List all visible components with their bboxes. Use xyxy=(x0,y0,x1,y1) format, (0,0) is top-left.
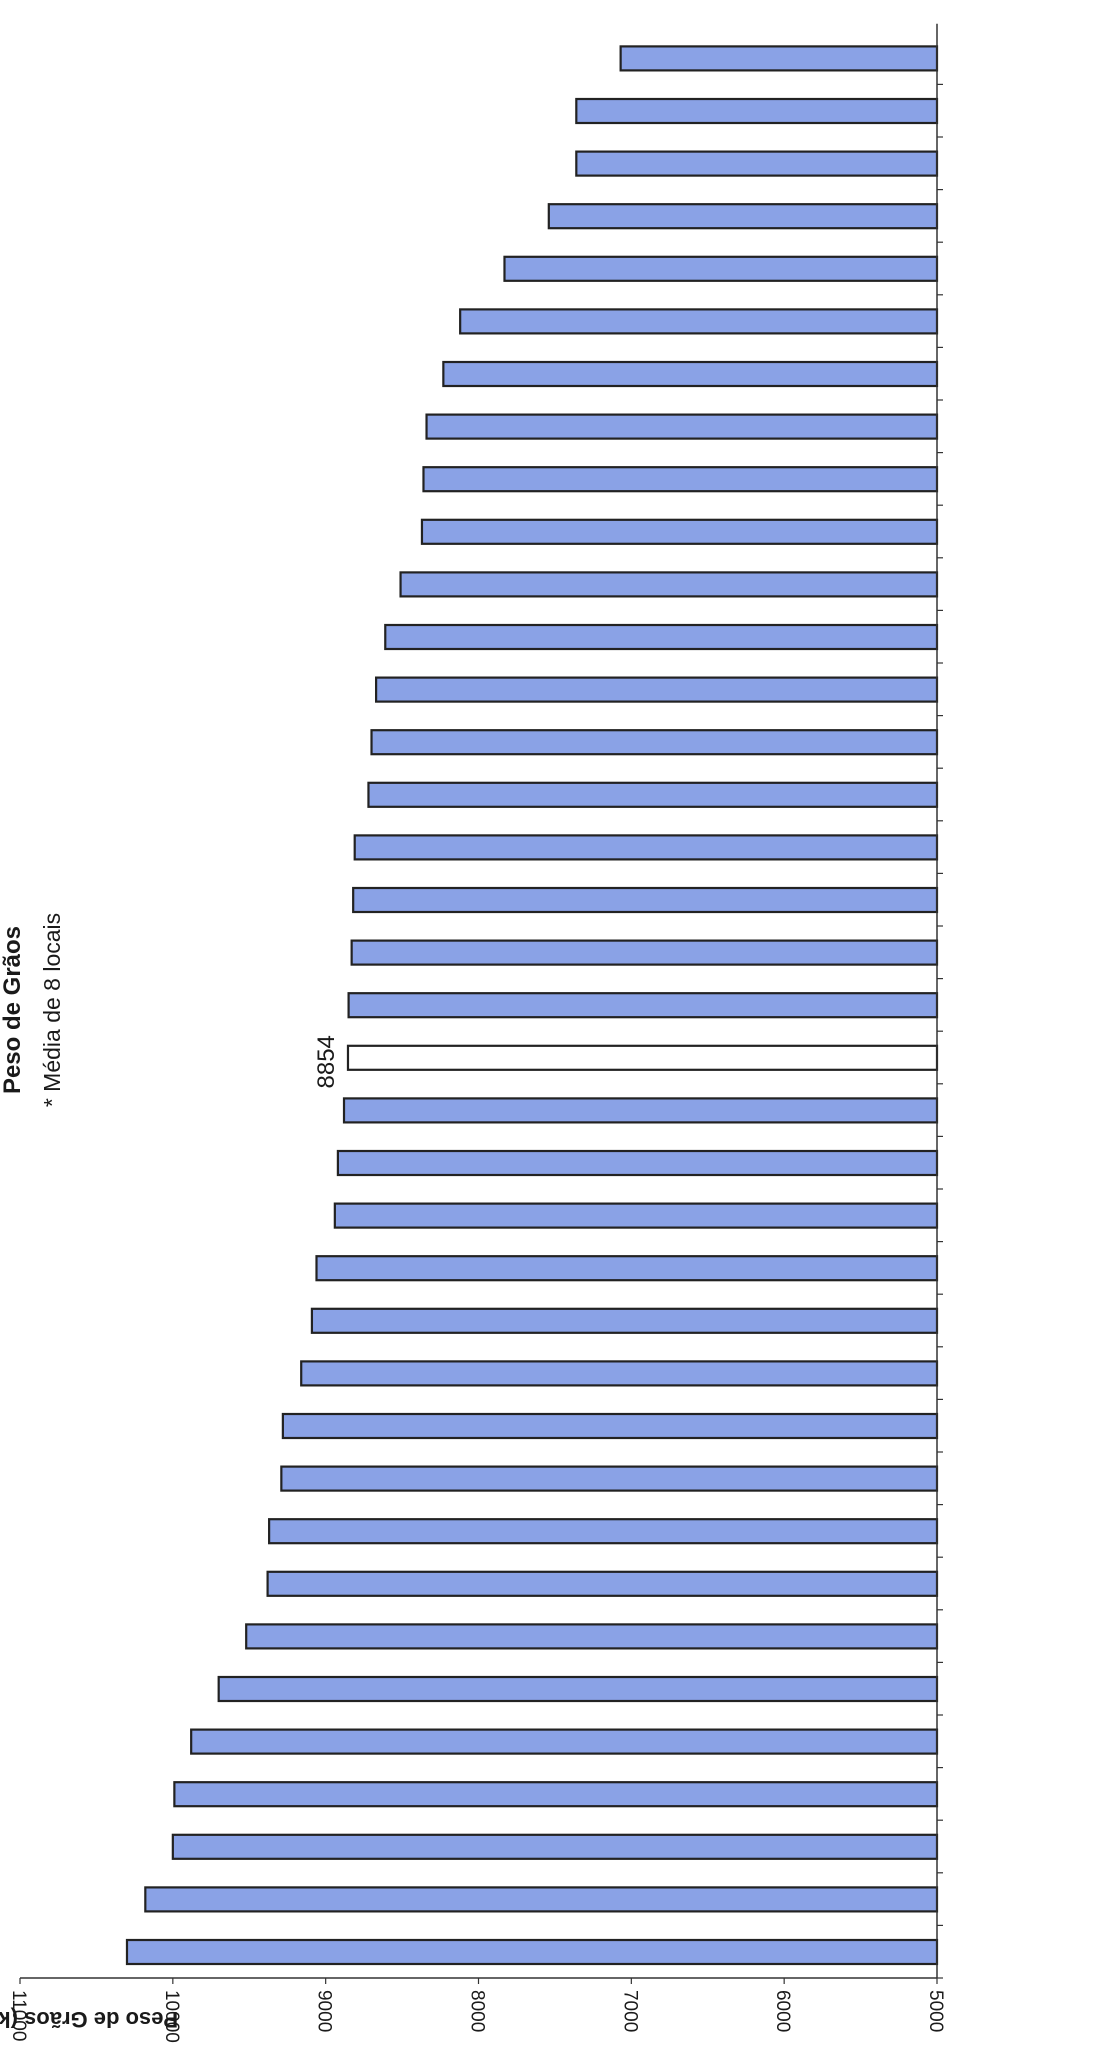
average-data-label: 8854 xyxy=(313,1035,340,1088)
bar xyxy=(370,729,939,756)
value-tick-label: 8000 xyxy=(467,1990,488,2032)
bar xyxy=(422,466,939,493)
tick-labels: 5000 6000 7000 8000 9000 10000 11000 xyxy=(8,1990,946,2043)
bar xyxy=(399,571,939,598)
bar xyxy=(350,939,939,966)
bar xyxy=(281,1412,939,1440)
bar xyxy=(310,1307,939,1334)
bar xyxy=(420,518,939,545)
value-tick-label: 7000 xyxy=(619,1990,640,2032)
bar xyxy=(367,781,939,808)
bar xyxy=(384,623,939,651)
value-tick-label: 5000 xyxy=(925,1990,946,2032)
bar xyxy=(173,1781,939,1808)
axes xyxy=(19,23,943,1984)
bar xyxy=(503,255,939,282)
bar xyxy=(217,1675,939,1703)
value-tick-label: 10000 xyxy=(161,1990,182,2043)
bar xyxy=(342,1097,939,1124)
bar xyxy=(375,676,939,703)
bar xyxy=(280,1465,939,1492)
bar xyxy=(268,1518,939,1545)
bar xyxy=(347,992,939,1019)
bar xyxy=(575,150,939,177)
bar xyxy=(144,1886,939,1913)
bar xyxy=(315,1255,939,1282)
bar xyxy=(336,1149,939,1177)
chart-subtitle: * Média de 8 locais xyxy=(39,913,65,1107)
bar xyxy=(245,1623,939,1650)
bar xyxy=(125,1938,939,1966)
bar xyxy=(300,1360,939,1387)
bar xyxy=(442,360,939,388)
bar xyxy=(353,834,939,861)
value-tick-label: 9000 xyxy=(314,1990,335,2032)
bar xyxy=(547,203,939,230)
bar xyxy=(459,308,939,335)
value-tick-label: 11000 xyxy=(8,1990,29,2041)
chart-canvas: Peso de Grãos * Média de 8 locais Peso d… xyxy=(0,23,946,2043)
bar-average xyxy=(346,1044,939,1071)
bar xyxy=(352,886,939,914)
bar xyxy=(333,1202,939,1229)
bar xyxy=(266,1570,939,1597)
bar xyxy=(575,97,939,125)
chart-title: Peso de Grãos xyxy=(0,926,26,1094)
bar xyxy=(171,1833,939,1860)
bar xyxy=(425,413,939,440)
bars-layer: 8854 xyxy=(125,45,939,1966)
bar xyxy=(619,45,939,72)
value-tick-label: 6000 xyxy=(772,1990,793,2032)
bar xyxy=(190,1728,939,1755)
x-axis-title: Peso de Grãos (kg/ha) xyxy=(0,2007,178,2032)
